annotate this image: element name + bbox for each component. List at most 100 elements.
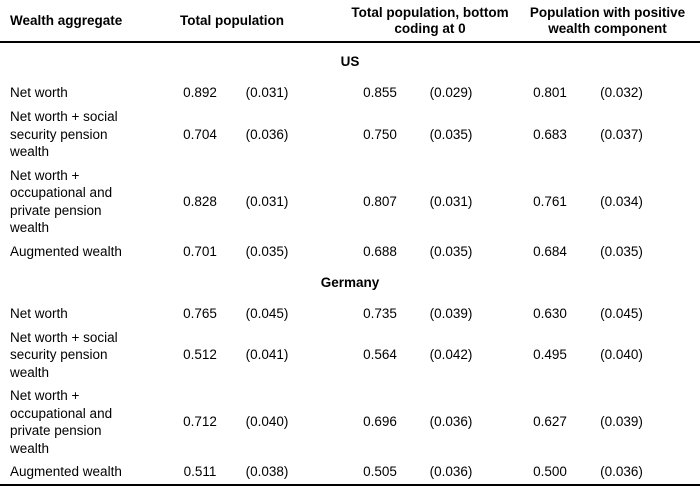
col-header-wealth-aggregate: Wealth aggregate [0,1,165,43]
estimate-value: 0.688 [363,243,397,259]
estimate-value: 0.801 [533,85,567,101]
standard-error: (0.045) [245,305,289,321]
estimate-value: 0.505 [363,464,397,480]
estimate-value: 0.704 [183,126,217,142]
data-row: Net worth 0.765 (0.045) 0.735 (0.039) 0.630 (0… [0,302,700,326]
estimate-value: 0.701 [183,243,217,259]
spacer-cell [658,326,700,385]
spacer-cell [299,460,345,485]
spacer-cell [487,384,515,460]
data-row: Net worth + occupational and private pen… [0,384,700,460]
data-row: Net worth 0.892 (0.031) 0.855 (0.029) 0.801 (0… [0,81,700,105]
standard-error: (0.031) [245,85,289,101]
estimate-value: 0.696 [363,414,397,430]
spacer-cell [658,164,700,240]
standard-error: (0.035) [245,243,289,259]
standard-error: (0.036) [429,414,473,430]
spacer-cell [658,384,700,460]
spacer-cell [487,326,515,385]
estimate-value: 0.500 [533,464,567,480]
section-title: US [340,54,360,70]
row-label: Augmented wealth [10,243,122,259]
estimate-value: 0.630 [533,305,567,321]
spacer-cell [299,302,345,326]
standard-error: (0.041) [245,347,289,362]
spacer-cell [658,240,700,264]
data-row: Augmented wealth 0.701 (0.035) 0.688 (0.035)… [0,240,700,264]
spacer-cell [299,105,345,164]
data-row: Net worth + occupational and private pen… [0,164,700,240]
spacer-cell [487,460,515,485]
spacer-cell [487,81,515,105]
standard-error: (0.039) [600,414,643,430]
row-label: Net worth [10,305,68,321]
table-header: Wealth aggregate Total population Total … [0,1,700,43]
standard-error: (0.036) [429,464,473,480]
section-row: US [0,42,700,81]
spacer-cell [658,81,700,105]
standard-error: (0.031) [429,193,473,209]
standard-error: (0.029) [429,85,473,101]
standard-error: (0.037) [600,126,643,142]
standard-error: (0.040) [600,347,643,362]
estimate-value: 0.761 [533,193,567,209]
spacer-cell [299,384,345,460]
spacer-cell [299,326,345,385]
standard-error: (0.035) [600,243,643,259]
estimate-value: 0.627 [533,414,567,430]
col-header-bottom-coded: Total population, bottom coding at 0 [345,1,516,43]
standard-error: (0.035) [429,126,473,142]
estimate-value: 0.855 [363,85,397,101]
estimate-value: 0.828 [183,193,217,209]
row-label: Augmented wealth [10,464,122,480]
row-label: Net worth + social security pension weal… [10,109,118,159]
header-spacer [299,1,346,43]
table-body: US Net worth 0.892 (0.031) 0.855 (0.029) 0.801… [0,42,700,485]
standard-error: (0.036) [245,126,289,142]
row-label: Net worth + occupational and private pen… [10,167,113,236]
data-row: Augmented wealth 0.511 (0.038) 0.505 (0.036)… [0,460,700,485]
standard-error: (0.035) [429,243,473,259]
header-row: Wealth aggregate Total population Total … [0,1,700,43]
data-row: Net worth + social security pension weal… [0,326,700,385]
estimate-value: 0.511 [183,464,217,480]
estimate-value: 0.892 [183,85,217,101]
section-title: Germany [320,274,380,290]
standard-error: (0.042) [429,347,473,362]
spacer-cell [299,164,345,240]
spacer-cell [487,302,515,326]
spacer-cell [299,240,345,264]
estimate-value: 0.712 [183,414,217,430]
row-label: Net worth + occupational and private pen… [10,388,113,456]
section-row: Germany [0,264,700,302]
estimate-value: 0.735 [363,305,397,321]
data-row: Net worth + social security pension weal… [0,105,700,164]
spacer-cell [658,302,700,326]
estimate-value: 0.512 [183,347,217,362]
standard-error: (0.039) [429,305,473,321]
standard-error: (0.036) [600,464,643,480]
spacer-cell [299,81,345,105]
spacer-cell [487,164,515,240]
standard-error: (0.031) [245,193,289,209]
row-label: Net worth + social security pension weal… [10,329,118,380]
spacer-cell [658,460,700,485]
standard-error: (0.032) [600,85,643,101]
estimate-value: 0.684 [533,243,567,259]
estimate-value: 0.750 [363,126,397,142]
standard-error: (0.040) [245,414,289,430]
col-header-total-population: Total population [165,1,300,43]
spacer-cell [658,105,700,164]
spacer-cell [487,105,515,164]
estimate-value: 0.564 [363,347,397,362]
estimate-value: 0.765 [183,305,217,321]
standard-error: (0.045) [600,305,643,321]
col-header-positive-wealth: Population with positive wealth componen… [515,1,700,43]
row-label: Net worth [10,85,68,101]
standard-error: (0.038) [245,464,289,480]
standard-error: (0.034) [600,193,643,209]
spacer-cell [487,240,515,264]
estimate-value: 0.807 [363,193,397,209]
estimate-value: 0.683 [533,126,567,142]
estimate-value: 0.495 [533,347,567,362]
